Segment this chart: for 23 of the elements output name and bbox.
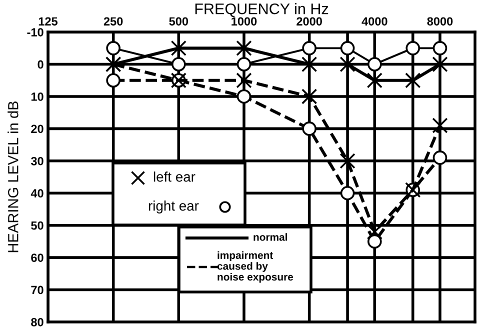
y-tick-label: 30 xyxy=(30,156,44,166)
x-tick-label: 500 xyxy=(169,17,188,26)
x-tick-label: 1000 xyxy=(232,17,257,26)
x-tick-label: 250 xyxy=(104,17,123,26)
annotation: left ear xyxy=(154,172,196,182)
y-tick-label: 60 xyxy=(31,254,44,262)
y-tick-label: 20 xyxy=(31,124,44,134)
annotation: right ear xyxy=(148,200,199,214)
annotation: impairment caused by noise exposure xyxy=(217,251,294,283)
x-axis-title: FREQUENCY in Hz xyxy=(195,3,328,17)
y-axis-title: HEARING LEVEL in dB xyxy=(8,101,18,252)
y-tick-label: 70 xyxy=(31,286,44,294)
x-tick-label: 125 xyxy=(38,17,58,26)
x-tick-label: 4000 xyxy=(362,17,388,26)
y-tick-label: 40 xyxy=(30,189,44,198)
x-tick-label: 8000 xyxy=(427,17,453,26)
y-tick-label: -10 xyxy=(27,28,44,36)
y-tick-label: 50 xyxy=(31,221,44,230)
y-tick-label: 0 xyxy=(38,60,44,69)
y-tick-label: 10 xyxy=(31,92,44,101)
annotation: normal xyxy=(254,233,287,241)
y-tick-label: 80 xyxy=(31,318,44,326)
x-tick-label: 2000 xyxy=(296,17,322,26)
